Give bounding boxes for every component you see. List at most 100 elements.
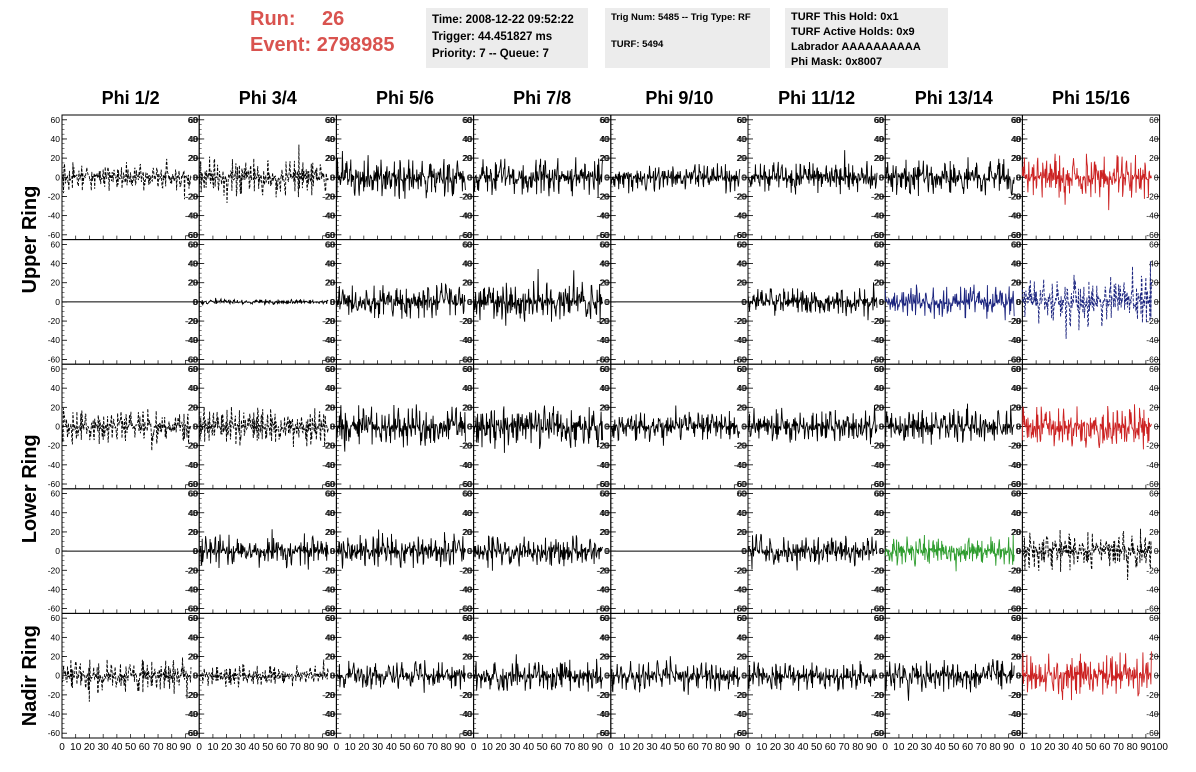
y-tick-label: 60 [600,364,610,374]
y-tick-label: -20 [459,191,472,201]
y-tick-label: -60 [323,479,336,489]
y-tick-label: 0 [1016,172,1021,182]
y-tick-label: 60 [738,115,748,125]
y-tick-label: 60 [600,239,610,249]
y-tick-label: 20 [600,652,610,662]
y-tick-label: -60 [871,479,884,489]
y-tick-label: 60 [600,613,610,623]
y-tick-label: 20 [1012,652,1022,662]
y-tick-label: 40 [189,259,199,269]
y-tick-label: -60 [735,354,748,364]
y-tick-label: -60 [185,354,198,364]
y-tick-label: -40 [871,335,884,345]
y-tick-label: 0 [1154,546,1159,556]
y-tick-label: 0 [330,671,335,681]
y-tick-label: 40 [874,508,884,518]
y-tick-label: 60 [189,115,199,125]
y-tick-label: 0 [1017,172,1022,182]
y-tick-label: -40 [734,709,747,719]
y-tick-label: 0 [604,422,609,432]
x-tick-label: 20 [1044,742,1056,753]
y-tick-label: 60 [325,364,335,374]
y-tick-label: 0 [193,172,198,182]
panel-frame [61,363,200,490]
y-tick-label: -20 [322,690,335,700]
y-tick-label: 0 [331,546,336,556]
y-tick-label: 0 [605,172,610,182]
y-tick-label: -60 [459,604,472,614]
waveform-trace [473,268,604,326]
x-tick-label: 20 [770,742,782,753]
y-tick-label: 40 [51,134,61,144]
waveform-trace [884,157,1015,197]
y-tick-label: 60 [326,364,336,374]
y-tick-label: 40 [738,259,748,269]
y-tick-label: 60 [1011,364,1021,374]
y-tick-label: 20 [325,652,335,662]
x-tick-label: 10 [482,742,494,753]
x-tick-label: 40 [935,742,947,753]
y-tick-label: -20 [735,565,748,575]
y-tick-label: 20 [1011,527,1021,537]
y-tick-label: -60 [323,230,336,240]
y-tick-label: -40 [459,584,472,594]
y-tick-label: -40 [185,335,198,345]
y-tick-label: -40 [460,709,473,719]
y-tick-label: -20 [460,316,473,326]
trig-num-line: Trig Num: 5485 -- Trig Type: RF [611,12,751,23]
x-tick-label: 60 [276,742,288,753]
y-tick-label: -20 [459,565,472,575]
y-tick-label: 20 [188,153,198,163]
y-tick-label: -20 [598,565,611,575]
y-tick-label: -40 [1008,460,1021,470]
y-tick-label: 60 [463,613,473,623]
x-tick-label: 60 [139,742,151,753]
x-tick-label: 50 [537,742,549,753]
y-tick-label: 60 [599,239,609,249]
y-tick-label: -40 [1009,211,1022,221]
x-tick-label: 90 [317,742,329,753]
y-tick-label: 40 [326,508,336,518]
y-tick-label: -60 [734,230,747,240]
y-tick-label: 20 [599,402,609,412]
x-tick-label: 90 [180,742,192,753]
y-tick-label: -40 [1146,584,1159,594]
turf-line: TURF: 5494 [611,39,664,50]
x-tick-label: 50 [262,742,274,753]
y-tick-label: -60 [735,230,748,240]
y-tick-label: 40 [738,134,748,144]
y-tick-label: -60 [48,728,61,738]
y-tick-label: 40 [874,259,884,269]
y-tick-label: 20 [738,153,748,163]
y-tick-label: 20 [1011,153,1021,163]
y-tick-label: -40 [734,211,747,221]
y-tick-label: 20 [463,402,473,412]
y-tick-label: 40 [462,508,472,518]
y-tick-label: -60 [1009,230,1022,240]
y-tick-label: 0 [330,297,335,307]
y-tick-label: 40 [737,632,747,642]
column-title: Phi 13/14 [915,88,993,108]
waveform-trace [61,158,192,200]
y-tick-label: -20 [1009,441,1022,451]
y-tick-label: -40 [1009,460,1022,470]
waveform-trace [61,657,192,702]
y-tick-label: -20 [459,690,472,700]
y-tick-label: 0 [879,172,884,182]
y-tick-label: -20 [735,690,748,700]
y-tick-label: -20 [186,690,199,700]
waveform-trace [198,659,329,688]
trigger-line: Trigger: 44.451827 ms [432,31,553,43]
x-tick-label: 30 [235,742,247,753]
y-tick-label: -40 [460,211,473,221]
y-tick-label: 20 [875,402,885,412]
x-tick-label: 70 [427,742,439,753]
y-tick-label: -40 [872,584,885,594]
y-tick-label: 60 [1149,239,1159,249]
y-tick-label: 0 [468,172,473,182]
y-tick-label: -60 [871,354,884,364]
x-tick-label: 50 [399,742,411,753]
y-tick-label: 0 [1154,297,1159,307]
x-tick-label: 70 [1113,742,1125,753]
y-tick-label: 40 [599,134,609,144]
